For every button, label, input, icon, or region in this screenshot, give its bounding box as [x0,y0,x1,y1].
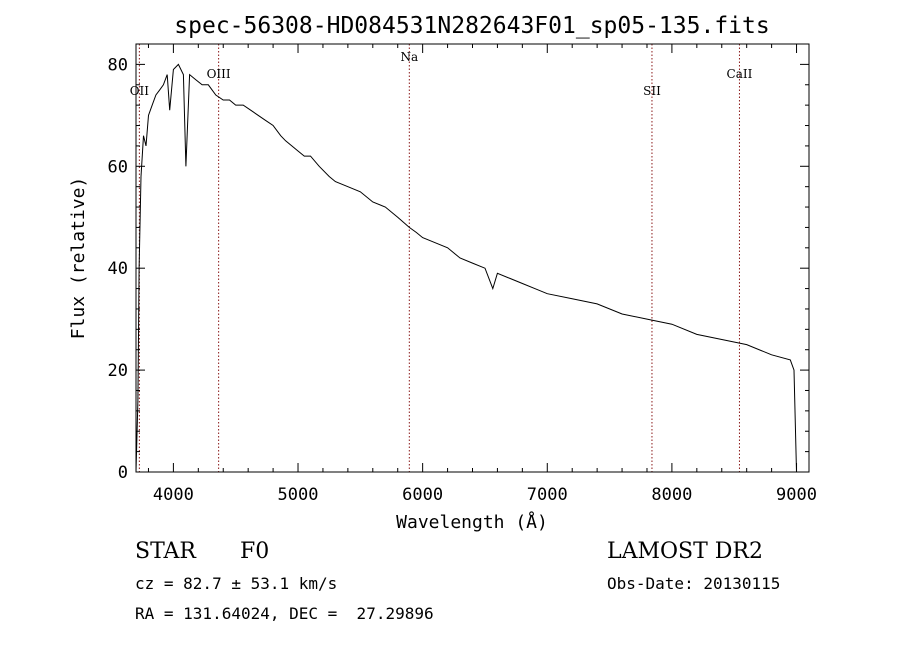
redshift-readout: cz = 82.7 ± 53.1 km/s [135,574,338,593]
x-tick-label: 7000 [527,485,568,505]
x-tick-label: 4000 [153,485,194,505]
object-type: STAR [135,539,196,564]
x-tick-label: 6000 [402,485,443,505]
y-tick-label: 60 [108,157,128,177]
plot-frame [135,43,810,473]
chart-title: spec-56308-HD084531N282643F01_sp05-135.f… [174,13,769,39]
coordinates: RA = 131.64024, DEC = 27.29896 [135,604,434,623]
subclass: F0 [240,539,270,564]
y-tick-label: 20 [108,361,128,381]
spectrum-line [135,63,797,473]
y-tick-label: 0 [118,463,128,483]
x-axis: 4000 5000 6000 7000 8000 9000 [147,44,817,505]
line-marker-label: CaII [727,67,753,81]
x-tick-label: 8000 [651,485,692,505]
y-axis-label: Flux (relative) [68,177,89,340]
line-markers: OII OIII Na SII CaII [130,44,753,472]
x-axis-label: Wavelength (Å) [396,511,548,533]
line-marker-label: OIII [207,67,231,81]
obs-date: Obs-Date: 20130115 [607,574,781,593]
survey-name: LAMOST DR2 [607,539,763,564]
y-tick-label: 40 [108,259,128,279]
x-tick-label: 5000 [278,485,319,505]
y-axis: 0 20 40 60 80 [108,43,809,483]
line-marker-label: OII [130,84,150,98]
line-marker-label: SII [643,84,661,98]
x-tick-label: 9000 [776,485,817,505]
y-tick-label: 80 [108,55,128,75]
line-marker-label: Na [400,50,418,64]
